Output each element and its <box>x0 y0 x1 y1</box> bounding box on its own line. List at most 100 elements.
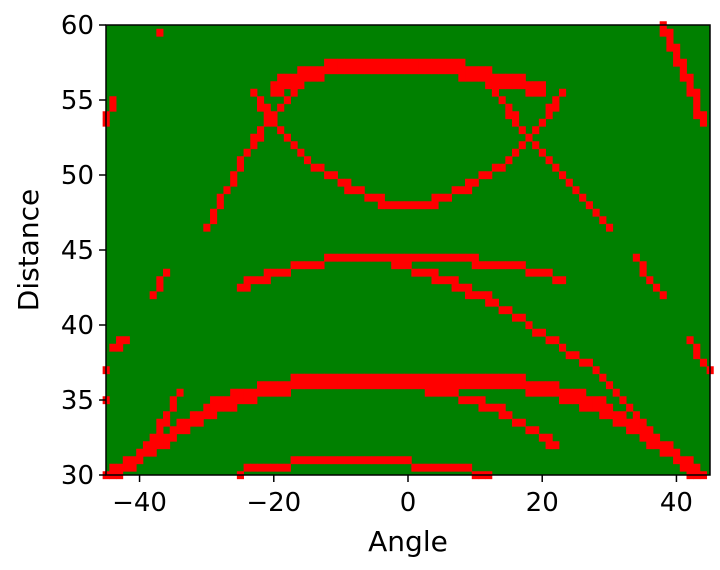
red-cell <box>471 261 479 270</box>
red-cell <box>156 28 164 37</box>
red-cell <box>156 276 164 285</box>
red-cell <box>377 456 385 465</box>
red-cell <box>505 381 513 390</box>
x-tick-label: −40 <box>112 488 167 518</box>
x-tick-label: 20 <box>526 488 559 518</box>
red-cell <box>277 103 285 112</box>
red-cell <box>538 268 546 277</box>
x-tick-label: 0 <box>400 488 417 518</box>
red-cell <box>619 411 627 420</box>
red-cell <box>545 441 553 450</box>
red-cell <box>303 66 312 75</box>
red-cell <box>532 328 540 337</box>
red-cell <box>518 126 526 135</box>
red-cell <box>236 163 244 172</box>
red-cell <box>438 253 446 262</box>
red-cell <box>444 463 453 472</box>
red-cell <box>122 336 130 345</box>
red-cell <box>243 388 251 397</box>
red-cell <box>357 66 365 75</box>
red-cell <box>257 126 265 135</box>
red-cell <box>377 253 385 262</box>
red-cell <box>310 163 318 172</box>
x-tick-label: 40 <box>660 488 693 518</box>
red-cell <box>223 186 231 195</box>
red-cell <box>297 373 305 382</box>
red-cell <box>485 261 493 270</box>
red-cell <box>431 66 439 75</box>
red-cell <box>270 463 278 472</box>
red-cell <box>257 381 265 390</box>
red-cell <box>666 441 674 450</box>
red-cell <box>263 118 271 127</box>
red-cell <box>236 156 244 165</box>
red-cell <box>565 396 573 405</box>
red-cell <box>458 381 466 390</box>
red-cell <box>699 118 708 127</box>
red-cell <box>579 358 587 367</box>
red-cell <box>263 111 271 120</box>
red-cell <box>169 396 177 405</box>
y-tick-label: 45 <box>61 236 94 266</box>
red-cell <box>263 381 271 390</box>
red-cell <box>109 96 117 105</box>
red-cell <box>646 276 654 285</box>
red-cell <box>411 373 419 382</box>
red-cell <box>250 133 258 142</box>
red-cell <box>357 253 365 262</box>
red-cell <box>693 96 701 105</box>
red-cell <box>324 253 332 262</box>
red-cell <box>431 201 439 210</box>
red-cell <box>491 73 499 82</box>
red-cell <box>189 418 197 427</box>
red-cell <box>491 261 499 270</box>
red-cell <box>639 418 647 427</box>
red-cell <box>371 253 379 262</box>
red-cell <box>572 388 580 397</box>
red-cell <box>431 381 439 390</box>
red-cell <box>163 441 171 450</box>
red-cell <box>532 388 540 397</box>
red-cell <box>210 403 218 412</box>
red-cell <box>391 66 399 75</box>
red-cell <box>411 268 419 277</box>
red-cell <box>699 111 708 120</box>
red-cell <box>324 171 332 180</box>
y-axis-ticks: 30 35 40 45 50 55 60 <box>61 11 106 491</box>
red-cell <box>592 403 600 412</box>
red-cell <box>163 268 171 277</box>
red-cell <box>297 73 305 82</box>
red-cell <box>498 96 506 105</box>
red-cell <box>518 73 526 82</box>
red-cell <box>518 261 526 270</box>
red-cell <box>465 66 473 75</box>
red-cell <box>397 373 406 382</box>
red-cell <box>592 366 600 375</box>
red-cell <box>156 418 164 427</box>
red-cell <box>438 193 446 202</box>
red-cell <box>444 58 453 67</box>
red-cell <box>444 388 453 397</box>
red-cell <box>297 261 305 270</box>
red-cell <box>505 81 513 90</box>
red-cell <box>350 381 359 390</box>
red-cell <box>303 373 312 382</box>
red-cell <box>330 373 338 382</box>
red-cell <box>538 433 546 442</box>
red-cell <box>512 381 520 390</box>
red-cell <box>491 81 499 90</box>
red-cell <box>210 411 218 420</box>
red-cell <box>243 276 251 285</box>
red-cell <box>686 336 694 345</box>
red-cell <box>330 456 338 465</box>
red-cell <box>438 373 446 382</box>
red-cell <box>230 178 238 187</box>
red-cell <box>451 276 459 285</box>
red-cell <box>545 433 553 442</box>
red-cell <box>458 58 466 67</box>
red-cell <box>525 388 533 397</box>
red-cell <box>471 66 479 75</box>
red-cell <box>149 441 157 450</box>
red-cell <box>465 463 473 472</box>
red-cell <box>404 456 412 465</box>
